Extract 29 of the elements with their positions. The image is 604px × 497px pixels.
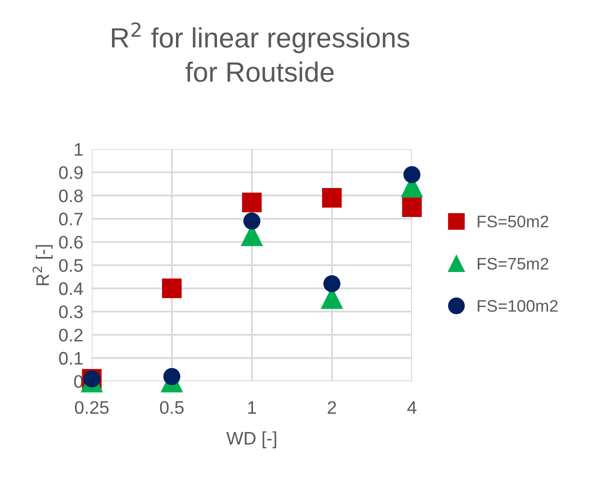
x-tick-label: 0.5 xyxy=(160,401,184,414)
y-axis-title: R$^{2}$ [-] xyxy=(32,245,53,286)
y-tick-label: 0.5 xyxy=(59,259,83,272)
legend-label: FS=75m2 xyxy=(478,258,548,270)
chart-title: R$^{2}$ for linear regressions for Routside xyxy=(112,22,410,82)
y-tick-label: 0.1 xyxy=(59,352,83,365)
y-tick-label: 0.7 xyxy=(59,212,83,226)
point xyxy=(163,368,180,386)
x-axis-title: WD [-] xyxy=(226,431,276,448)
y-tick-label: 1 xyxy=(74,143,83,156)
y-tick-label: 0.2 xyxy=(59,328,83,342)
x-tick-label: 1 xyxy=(248,401,256,414)
point xyxy=(323,275,340,292)
point xyxy=(242,192,262,212)
point xyxy=(402,197,422,217)
x-tick-label: 4 xyxy=(407,401,416,414)
y-tick-label: 0.4 xyxy=(59,282,83,296)
y-tick-label: 0.3 xyxy=(59,306,83,318)
point xyxy=(162,278,182,298)
y-tick-label: 0.8 xyxy=(59,189,83,202)
y-tick-label: 0.6 xyxy=(59,236,83,249)
x-tick-label: 0.25 xyxy=(74,401,109,414)
point xyxy=(322,188,342,208)
point xyxy=(243,212,260,230)
point xyxy=(403,166,420,184)
x-tick-label: 2 xyxy=(328,401,336,414)
legend-label: FS=50m2 xyxy=(478,216,548,228)
y-tick-label: 0.9 xyxy=(59,166,83,180)
legend-label: FS=100m2 xyxy=(478,300,558,312)
